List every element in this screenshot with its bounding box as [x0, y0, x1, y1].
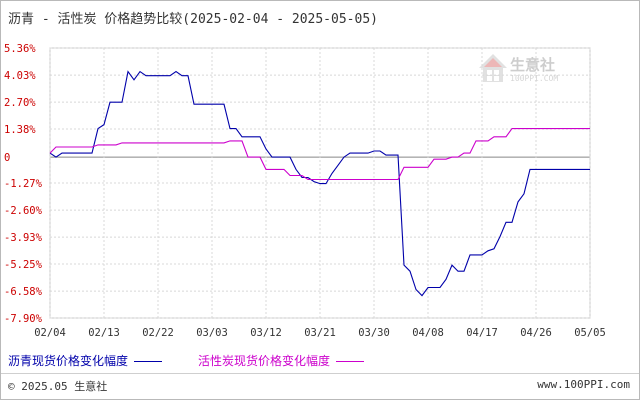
x-tick-label: 03/12	[250, 327, 282, 339]
legend-item-activated-carbon: 活性炭现货价格变化幅度	[198, 352, 365, 369]
grid	[49, 47, 591, 319]
legend-label: 活性炭现货价格变化幅度	[198, 354, 331, 368]
x-tick-label: 03/30	[358, 327, 390, 339]
watermark-text: 生意社	[510, 56, 556, 74]
x-tick-label: 04/17	[466, 327, 498, 339]
y-tick-label: -5.25%	[4, 259, 43, 271]
legend-item-asphalt: 沥青现货价格变化幅度	[8, 352, 163, 369]
x-tick-label: 03/03	[196, 327, 228, 339]
y-tick-label: 5.36%	[4, 43, 36, 55]
y-tick-label: 4.03%	[4, 70, 36, 82]
x-tick-label: 02/04	[34, 327, 66, 339]
series-line-2	[49, 128, 590, 181]
legend-swatch	[336, 361, 365, 362]
series-line-1	[49, 70, 590, 297]
y-axis-tick-labels: 5.36% 4.03% 2.70% 1.38% 0 -1.27% -2.60% -3.93% -…	[4, 43, 43, 325]
x-tick-label: 04/08	[412, 327, 444, 339]
footer-copyright: © 2025.05 生意社	[8, 380, 108, 393]
footer-site-link[interactable]: www.100PPI.com	[537, 378, 630, 391]
x-axis-tick-labels: 02/04 02/13 02/22 03/03 03/12 03/21 03/30 04/08…	[34, 327, 606, 339]
x-tick-label: 03/21	[304, 327, 336, 339]
y-tick-label: 2.70%	[4, 97, 36, 109]
y-tick-label: -1.27%	[4, 178, 43, 190]
y-tick-label: 0	[4, 152, 10, 164]
x-tick-label: 02/22	[142, 327, 174, 339]
x-tick-label: 02/13	[88, 327, 120, 339]
chart-title: 沥青 - 活性炭 价格趋势比较(2025-02-04 - 2025-05-05)	[8, 12, 378, 27]
legend-label: 沥青现货价格变化幅度	[8, 354, 129, 368]
y-tick-label: -2.60%	[4, 205, 43, 217]
legend-swatch	[134, 361, 163, 362]
footer-divider	[1, 373, 639, 374]
watermark-subtext: 100PPI.COM	[510, 74, 559, 83]
x-tick-label: 04/26	[520, 327, 552, 339]
y-tick-label: -3.93%	[4, 232, 43, 244]
y-tick-label: -7.90%	[4, 313, 43, 325]
y-tick-label: -6.58%	[4, 286, 43, 298]
series-lines	[49, 70, 590, 297]
x-tick-label: 05/05	[574, 327, 606, 339]
y-tick-label: 1.38%	[4, 124, 36, 136]
